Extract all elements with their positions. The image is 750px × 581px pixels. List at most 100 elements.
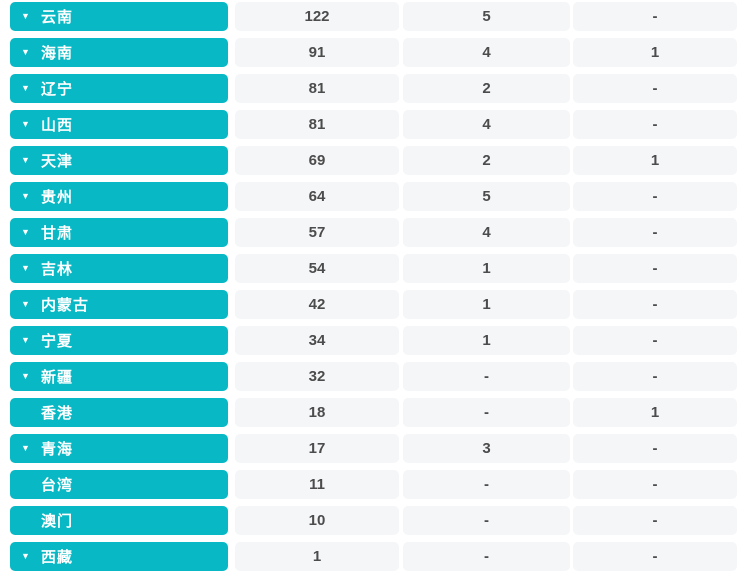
province-name-label: 云南 xyxy=(41,9,74,26)
caret-down-icon: ▼ xyxy=(21,47,31,57)
value-cell-col2: - xyxy=(403,362,570,391)
value-cell-col1: 69 xyxy=(235,146,399,175)
value-cell-col1: 10 xyxy=(235,506,399,535)
value-cell-col3: - xyxy=(573,542,737,571)
value-cell-col1: 17 xyxy=(235,434,399,463)
value-cell-col3: - xyxy=(573,326,737,355)
province-row-button[interactable]: ▼ 台湾 xyxy=(10,470,228,499)
caret-down-icon: ▼ xyxy=(21,263,31,273)
value-cell-col2: 4 xyxy=(403,38,570,67)
value-cell-col2: 4 xyxy=(403,110,570,139)
table-row: ▼ 甘肃 57 4 - xyxy=(10,218,750,247)
value-cell-col1: 54 xyxy=(235,254,399,283)
caret-down-icon: ▼ xyxy=(21,83,31,93)
value-cell-col3: - xyxy=(573,2,737,31)
value-cell-col2: 2 xyxy=(403,146,570,175)
province-row-button[interactable]: ▼ 贵州 xyxy=(10,182,228,211)
value-cell-col1: 32 xyxy=(235,362,399,391)
caret-down-icon: ▼ xyxy=(21,119,31,129)
table-row: ▼ 山西 81 4 - xyxy=(10,110,750,139)
caret-down-icon: ▼ xyxy=(21,191,31,201)
value-cell-col2: 4 xyxy=(403,218,570,247)
value-cell-col2: 1 xyxy=(403,254,570,283)
value-cell-col2: 2 xyxy=(403,74,570,103)
province-row-button[interactable]: ▼ 内蒙古 xyxy=(10,290,228,319)
value-cell-col3: - xyxy=(573,74,737,103)
province-name-label: 宁夏 xyxy=(41,333,74,350)
value-cell-col3: - xyxy=(573,434,737,463)
value-cell-col2: 5 xyxy=(403,182,570,211)
province-name-label: 澳门 xyxy=(41,513,74,530)
value-cell-col2: - xyxy=(403,470,570,499)
value-cell-col1: 81 xyxy=(235,110,399,139)
province-row-button[interactable]: ▼ 海南 xyxy=(10,38,228,67)
province-row-button[interactable]: ▼ 云南 xyxy=(10,2,228,31)
caret-down-icon: ▼ xyxy=(21,155,31,165)
value-cell-col2: 1 xyxy=(403,326,570,355)
value-cell-col1: 57 xyxy=(235,218,399,247)
table-row: ▼ 青海 17 3 - xyxy=(10,434,750,463)
value-cell-col1: 81 xyxy=(235,74,399,103)
province-name-label: 新疆 xyxy=(41,369,74,386)
value-cell-col1: 1 xyxy=(235,542,399,571)
value-cell-col2: 3 xyxy=(403,434,570,463)
table-row: ▼ 辽宁 81 2 - xyxy=(10,74,750,103)
province-row-button[interactable]: ▼ 天津 xyxy=(10,146,228,175)
caret-down-icon: ▼ xyxy=(21,299,31,309)
value-cell-col3: - xyxy=(573,182,737,211)
table-row: ▼ 澳门 10 - - xyxy=(10,506,750,535)
province-name-label: 内蒙古 xyxy=(41,297,90,314)
caret-down-icon: ▼ xyxy=(21,335,31,345)
table-row: ▼ 香港 18 - 1 xyxy=(10,398,750,427)
province-row-button[interactable]: ▼ 新疆 xyxy=(10,362,228,391)
province-name-label: 西藏 xyxy=(41,549,74,566)
caret-down-icon: ▼ xyxy=(21,551,31,561)
value-cell-col3: 1 xyxy=(573,38,737,67)
table-row: ▼ 西藏 1 - - xyxy=(10,542,750,571)
value-cell-col3: - xyxy=(573,110,737,139)
value-cell-col1: 91 xyxy=(235,38,399,67)
value-cell-col1: 34 xyxy=(235,326,399,355)
value-cell-col3: - xyxy=(573,254,737,283)
province-row-button[interactable]: ▼ 甘肃 xyxy=(10,218,228,247)
table-row: ▼ 天津 69 2 1 xyxy=(10,146,750,175)
province-name-label: 海南 xyxy=(41,45,74,62)
table-row: ▼ 贵州 64 5 - xyxy=(10,182,750,211)
province-name-label: 吉林 xyxy=(41,261,74,278)
province-row-button[interactable]: ▼ 青海 xyxy=(10,434,228,463)
province-row-button[interactable]: ▼ 西藏 xyxy=(10,542,228,571)
value-cell-col3: 1 xyxy=(573,146,737,175)
province-name-label: 甘肃 xyxy=(41,225,74,242)
table-row: ▼ 海南 91 4 1 xyxy=(10,38,750,67)
province-row-button[interactable]: ▼ 吉林 xyxy=(10,254,228,283)
value-cell-col3: - xyxy=(573,218,737,247)
caret-down-icon: ▼ xyxy=(21,443,31,453)
province-row-button[interactable]: ▼ 香港 xyxy=(10,398,228,427)
value-cell-col3: - xyxy=(573,362,737,391)
value-cell-col3: - xyxy=(573,470,737,499)
province-row-button[interactable]: ▼ 澳门 xyxy=(10,506,228,535)
table-row: ▼ 云南 122 5 - xyxy=(10,2,750,31)
caret-down-icon: ▼ xyxy=(21,227,31,237)
province-name-label: 辽宁 xyxy=(41,81,74,98)
value-cell-col2: - xyxy=(403,398,570,427)
value-cell-col1: 18 xyxy=(235,398,399,427)
province-row-button[interactable]: ▼ 辽宁 xyxy=(10,74,228,103)
value-cell-col2: 1 xyxy=(403,290,570,319)
value-cell-col2: - xyxy=(403,542,570,571)
province-name-label: 天津 xyxy=(41,153,74,170)
value-cell-col1: 42 xyxy=(235,290,399,319)
province-name-label: 香港 xyxy=(41,405,74,422)
province-row-button[interactable]: ▼ 山西 xyxy=(10,110,228,139)
province-row-button[interactable]: ▼ 宁夏 xyxy=(10,326,228,355)
table-row: ▼ 新疆 32 - - xyxy=(10,362,750,391)
caret-down-icon: ▼ xyxy=(21,11,31,21)
value-cell-col1: 11 xyxy=(235,470,399,499)
value-cell-col1: 64 xyxy=(235,182,399,211)
caret-down-icon: ▼ xyxy=(21,371,31,381)
value-cell-col1: 122 xyxy=(235,2,399,31)
table-row: ▼ 内蒙古 42 1 - xyxy=(10,290,750,319)
value-cell-col3: - xyxy=(573,290,737,319)
value-cell-col3: - xyxy=(573,506,737,535)
